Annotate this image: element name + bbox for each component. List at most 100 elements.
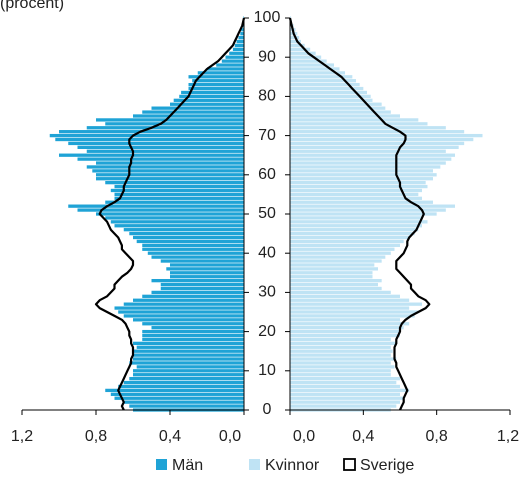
bar-men bbox=[68, 204, 244, 208]
bar-women bbox=[290, 231, 415, 236]
bar-women bbox=[290, 192, 419, 197]
bar-men bbox=[77, 208, 244, 212]
bar-men bbox=[92, 169, 244, 173]
bar-women bbox=[290, 235, 410, 240]
bar-women bbox=[290, 212, 437, 216]
bar-men bbox=[229, 51, 244, 55]
bar-men bbox=[96, 177, 244, 181]
bar-men bbox=[96, 161, 244, 165]
y-tick-label: 60 bbox=[258, 166, 276, 183]
bar-women bbox=[290, 126, 446, 130]
bar-women bbox=[290, 184, 428, 189]
y-tick-label: 0 bbox=[263, 401, 272, 418]
bar-women bbox=[290, 173, 437, 177]
bar-women bbox=[290, 86, 364, 91]
bar-men bbox=[123, 228, 244, 232]
y-tick-label: 10 bbox=[258, 362, 276, 379]
bar-men bbox=[118, 310, 244, 314]
bar-women bbox=[290, 376, 400, 381]
legend-swatch bbox=[343, 458, 356, 471]
bar-women bbox=[290, 208, 446, 212]
y-tick-label: 80 bbox=[258, 88, 276, 105]
bar-men bbox=[151, 255, 244, 259]
bar-women bbox=[290, 133, 483, 138]
bar-men bbox=[240, 32, 244, 36]
bar-women bbox=[290, 102, 382, 106]
bar-men bbox=[166, 267, 244, 271]
bar-men bbox=[133, 341, 244, 346]
bar-men bbox=[173, 98, 244, 102]
y-tick-label: 50 bbox=[258, 205, 276, 222]
x-tick-label: 0,4 bbox=[159, 428, 181, 445]
bar-women bbox=[290, 63, 334, 67]
bar-men bbox=[110, 392, 244, 396]
bar-women bbox=[290, 365, 395, 369]
bar-women bbox=[290, 216, 422, 220]
bar-women bbox=[290, 39, 301, 44]
bar-women bbox=[290, 373, 391, 377]
bar-women bbox=[290, 275, 373, 279]
bar-men bbox=[170, 102, 244, 106]
y-tick-label: 20 bbox=[258, 323, 276, 340]
bar-men bbox=[142, 329, 244, 334]
x-tick-label: 1,2 bbox=[11, 428, 33, 445]
bar-men bbox=[142, 294, 244, 298]
bar-women bbox=[290, 228, 419, 232]
bar-women bbox=[290, 369, 391, 373]
bar-men bbox=[197, 71, 244, 75]
bar-men bbox=[96, 212, 244, 216]
bar-men bbox=[136, 345, 244, 349]
bar-men bbox=[142, 247, 244, 251]
bar-women bbox=[290, 341, 397, 346]
bar-men bbox=[123, 380, 244, 385]
bar-men bbox=[133, 369, 244, 373]
bar-women bbox=[290, 314, 415, 318]
bar-men bbox=[86, 126, 244, 130]
bar-women bbox=[290, 282, 378, 287]
bar-men bbox=[133, 349, 244, 353]
bar-women bbox=[290, 114, 400, 118]
bar-men bbox=[225, 55, 244, 59]
bar-women bbox=[290, 196, 422, 200]
bar-men bbox=[181, 90, 244, 95]
bar-women bbox=[290, 326, 404, 330]
bar-men bbox=[105, 200, 244, 204]
bar-men bbox=[129, 231, 244, 236]
bar-men bbox=[114, 192, 244, 197]
bar-women bbox=[290, 157, 452, 161]
bar-men bbox=[105, 216, 244, 220]
bar-women bbox=[290, 333, 400, 338]
bar-women bbox=[290, 255, 386, 259]
bar-men bbox=[188, 82, 244, 87]
bar-women bbox=[290, 130, 465, 134]
bar-women bbox=[290, 220, 428, 224]
bar-men bbox=[142, 110, 244, 114]
bar-women bbox=[290, 94, 371, 99]
bar-women bbox=[290, 271, 373, 275]
bar-men bbox=[133, 373, 244, 377]
bar-women bbox=[290, 380, 397, 385]
legend-label: Sverige bbox=[360, 457, 414, 474]
y-tick-label: 40 bbox=[258, 244, 276, 261]
bar-men bbox=[114, 184, 244, 189]
bar-men bbox=[77, 157, 244, 161]
bar-women bbox=[290, 106, 386, 110]
bar-women bbox=[290, 200, 433, 204]
bar-men bbox=[238, 35, 244, 40]
y-tick-label: 90 bbox=[258, 48, 276, 65]
bar-men bbox=[221, 59, 244, 63]
bar-men bbox=[136, 239, 244, 244]
bar-women bbox=[290, 141, 465, 146]
bar-men bbox=[123, 400, 244, 404]
bar-men bbox=[142, 337, 244, 342]
bar-women bbox=[290, 251, 391, 255]
bar-men bbox=[179, 94, 244, 99]
bar-women bbox=[290, 345, 391, 349]
bar-men bbox=[105, 122, 244, 126]
bar-men bbox=[160, 259, 244, 263]
bar-women bbox=[290, 392, 400, 396]
bar-men bbox=[160, 282, 244, 287]
bar-men bbox=[241, 28, 244, 32]
legend-label: Män bbox=[172, 457, 203, 474]
bar-men bbox=[160, 286, 244, 291]
